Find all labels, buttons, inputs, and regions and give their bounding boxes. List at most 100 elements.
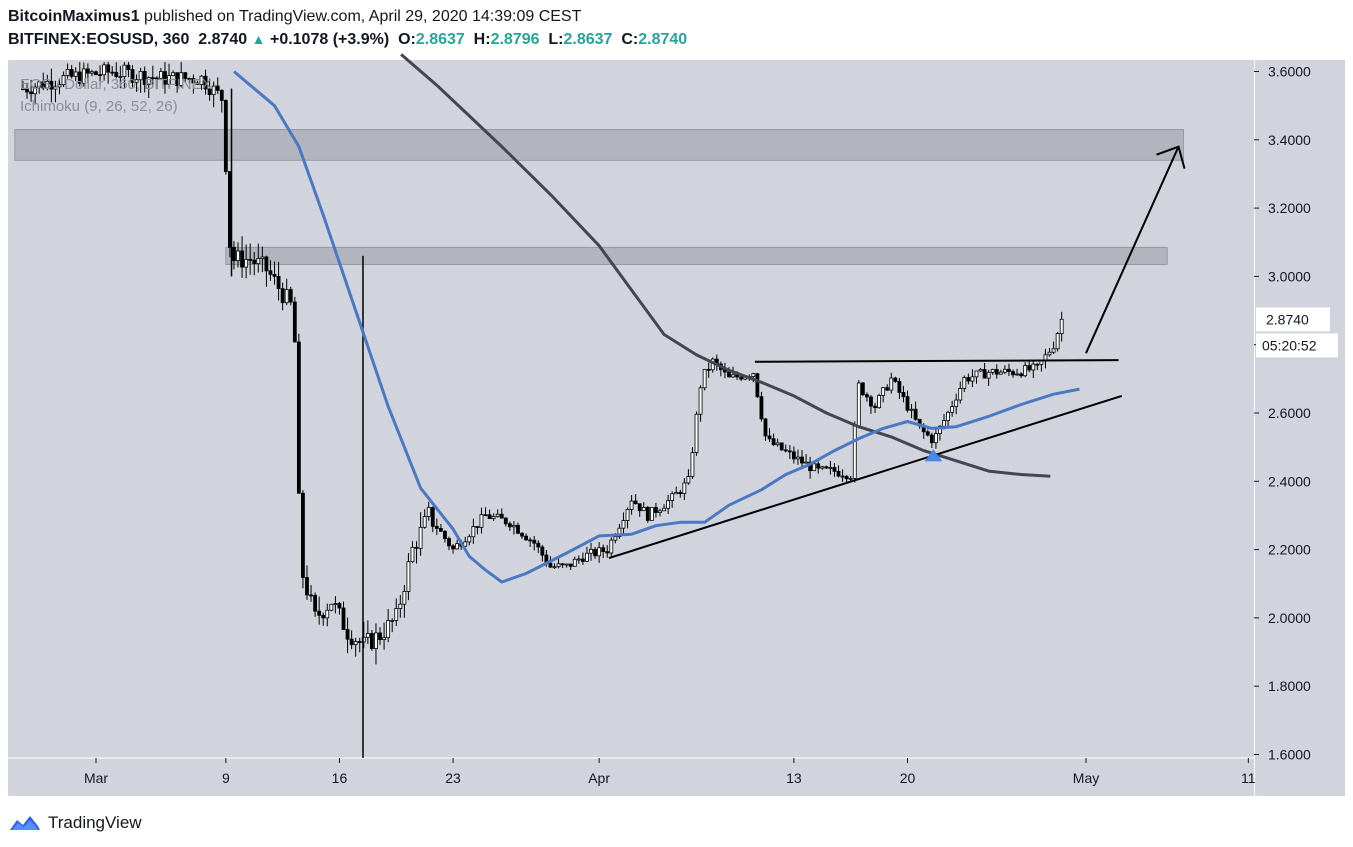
candle-body [292,301,297,343]
horizontal-resistance-line[interactable] [754,359,1119,363]
resistance-zone-1[interactable] [14,129,1184,161]
candle-body [69,69,74,77]
candle-body [548,562,553,568]
symbol-line: BITFINEX:EOSUSD, 360 2.8740 ▲ +0.1078 (+… [8,28,687,51]
candle-body [572,558,577,567]
candle-body [755,373,760,398]
candle-body [475,526,480,528]
resistance-zone-2[interactable] [225,246,1168,265]
candle-body [479,514,484,528]
candle-body [252,259,257,265]
candle-body [913,408,918,420]
candle-body [260,256,265,259]
candle-body [929,434,934,444]
projection-arrow-line[interactable] [1085,146,1180,354]
entry-marker-icon[interactable] [924,449,943,462]
candle-body [771,438,776,446]
price-axis[interactable] [1255,60,1345,796]
candle-body [816,463,821,469]
candle-body [236,250,240,261]
candle-body [629,500,634,510]
candle-body [77,71,82,84]
candle-body [528,539,533,542]
price-tick-label: 2.0000 [1268,610,1311,626]
candle-body [654,507,658,513]
slow-moving-average-line[interactable] [400,53,1051,478]
candle-body [49,80,54,90]
time-tick-label: Mar [84,770,108,786]
candle-body [763,418,768,437]
author-name[interactable]: BitcoinMaximus1 [8,8,140,25]
candle-body [1027,365,1032,371]
candle-body [852,425,857,479]
candle-body [106,64,111,73]
candle-body [585,552,589,562]
candle-body [171,72,175,76]
candle-body [248,258,253,261]
candle-body [199,75,204,85]
candle-body [443,530,447,539]
candle-body [982,369,987,379]
candle-body [219,89,224,101]
candle-body [739,376,744,380]
tradingview-brand[interactable]: TradingView [48,813,142,832]
candle-body [658,510,662,513]
candle-body [690,452,695,477]
candle-body [986,371,991,379]
ascending-support-line[interactable] [608,394,1123,560]
candle-body [934,433,938,444]
candle-body [637,503,642,512]
candle-body [98,74,102,77]
candle-body [678,492,683,495]
candle-body [885,387,890,391]
plot-area[interactable] [8,60,1254,758]
candle-body [418,526,423,549]
chart-header: BitcoinMaximus1 published on TradingView… [8,6,687,51]
candle-body [836,470,841,477]
candle-body [812,463,817,472]
candle-body [122,64,127,77]
candle-body [865,394,869,398]
candle-body [832,467,837,472]
candle-body [520,532,524,537]
overlay-indicator: Ichimoku (9, 26, 52, 26) [20,98,178,115]
last-price-label: 2.8740 [1266,311,1309,327]
tradingview-logo-icon[interactable] [8,814,42,832]
candle-body [869,396,873,407]
candle-body [925,431,930,436]
candle-body [512,524,516,528]
candle-body [994,368,999,375]
candle-body [787,450,792,453]
candle-body [256,258,261,265]
candle-body [195,82,200,85]
candle-body [21,88,25,90]
fast-moving-average-line[interactable] [233,70,1080,584]
price-change: +0.1078 (+3.9%) [269,31,390,48]
candle-body [491,515,496,519]
candle-body [893,377,898,382]
candle-body [183,72,188,79]
candle-body [909,408,914,411]
price-tick-label: 3.0000 [1268,268,1311,284]
candle-body [625,509,630,521]
candle-body [954,399,959,407]
candle-body [349,638,354,646]
time-axis[interactable] [8,758,1254,796]
candle-body [609,539,614,554]
candle-body [670,493,675,501]
candle-body [410,546,415,563]
candle-body [1055,333,1060,350]
time-tick-label: 20 [900,770,916,786]
candle-body [329,603,334,611]
open-value: 2.8637 [415,31,465,48]
candle-body [378,632,382,640]
candle-body [1007,368,1011,372]
candle-body [81,68,86,84]
candle-body [187,78,192,80]
candle-body [942,420,946,427]
candle-body [146,77,151,85]
price-tick-label: 3.2000 [1268,200,1311,216]
publish-line: BitcoinMaximus1 published on TradingView… [8,6,687,28]
candle-body [848,477,853,480]
